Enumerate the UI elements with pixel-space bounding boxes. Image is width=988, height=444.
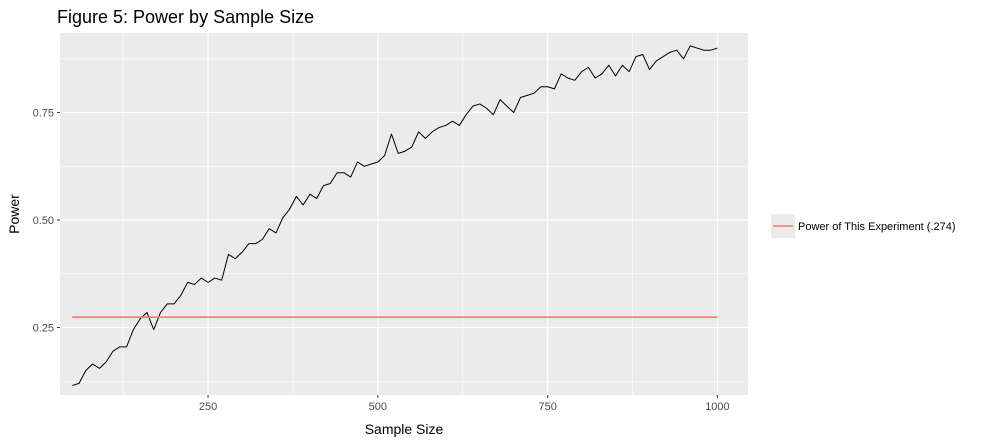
y-tick-label: 0.75	[33, 108, 54, 120]
chart-title: Figure 5: Power by Sample Size	[57, 7, 314, 27]
x-axis-title: Sample Size	[365, 421, 444, 437]
x-tick-label: 250	[199, 401, 217, 413]
x-tick-label: 1000	[705, 401, 729, 413]
y-tick-label: 0.50	[33, 215, 54, 227]
series-layer	[72, 45, 718, 387]
grid-major	[60, 33, 748, 395]
grid-minor	[60, 33, 748, 395]
x-tick-label: 500	[369, 401, 387, 413]
y-axis-title: Power	[6, 194, 22, 234]
x-tick-label: 750	[538, 401, 556, 413]
y-tick-label: 0.25	[33, 323, 54, 335]
legend-label: Power of This Experiment (.274)	[798, 221, 956, 233]
legend: Power of This Experiment (.274)	[771, 214, 956, 238]
power-curve-line	[72, 45, 718, 387]
plot-panel	[60, 33, 748, 395]
axis-ticks: 250 500 750 1000 0.25 0.50 0.75	[33, 108, 730, 413]
